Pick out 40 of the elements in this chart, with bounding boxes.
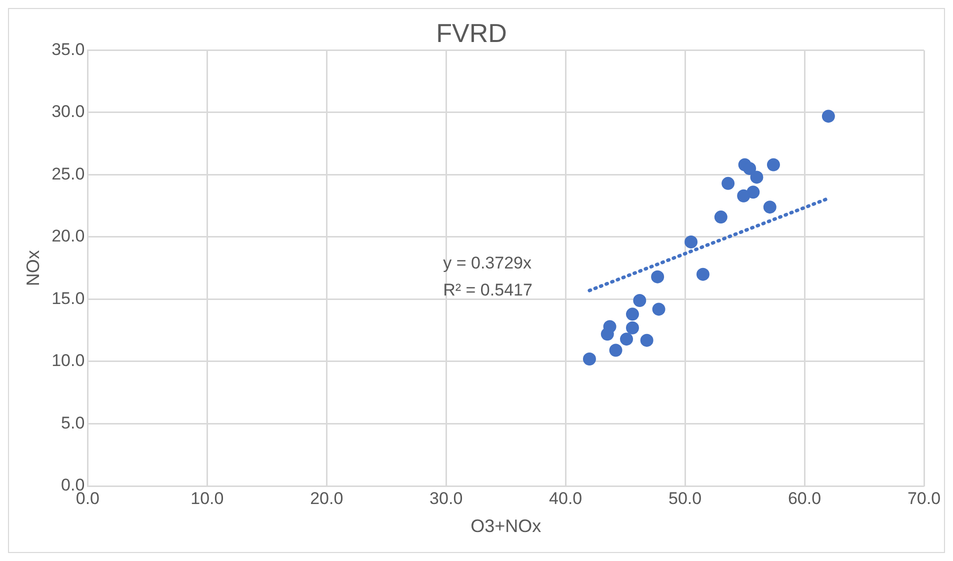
point — [626, 321, 639, 334]
point — [714, 210, 728, 224]
y-tick-label: 30.0 — [52, 102, 85, 122]
point — [651, 270, 664, 284]
point — [626, 308, 639, 321]
x-tick-label: 60.0 — [788, 488, 822, 508]
point — [582, 352, 596, 366]
point — [652, 302, 666, 316]
chart-title: FVRD — [436, 18, 507, 48]
x-tick-label: 40.0 — [549, 488, 582, 508]
x-tick-label: 20.0 — [310, 488, 344, 508]
point — [633, 294, 646, 307]
point — [600, 328, 614, 341]
y-tick-label: 15.0 — [52, 288, 85, 308]
annotation: y = 0.3729x — [443, 253, 532, 272]
y-axis-title: NOx — [22, 250, 43, 286]
point — [737, 189, 750, 202]
y-tick-label: 5.0 — [61, 413, 85, 432]
x-tick-label: 30.0 — [430, 488, 463, 508]
point — [743, 162, 756, 175]
x-tick-label: 50.0 — [668, 488, 702, 508]
point — [684, 235, 698, 248]
point — [763, 200, 776, 214]
point — [640, 334, 654, 347]
y-tick-label: 10.0 — [52, 351, 85, 370]
point — [722, 176, 735, 190]
point — [696, 268, 710, 281]
point — [609, 344, 622, 357]
point — [620, 332, 634, 346]
y-tick-label: 35.0 — [52, 40, 85, 59]
point — [750, 170, 764, 184]
point — [746, 186, 760, 199]
x-tick-label: 70.0 — [907, 488, 941, 508]
x-axis-title: O3+NOx — [470, 516, 542, 536]
y-tick-label: 20.0 — [52, 226, 85, 246]
point — [822, 110, 835, 123]
point — [766, 158, 780, 172]
y-tick-label: 25.0 — [52, 164, 85, 184]
annotation: R² = 0.5417 — [443, 280, 532, 300]
x-tick-label: 10.0 — [190, 488, 224, 508]
